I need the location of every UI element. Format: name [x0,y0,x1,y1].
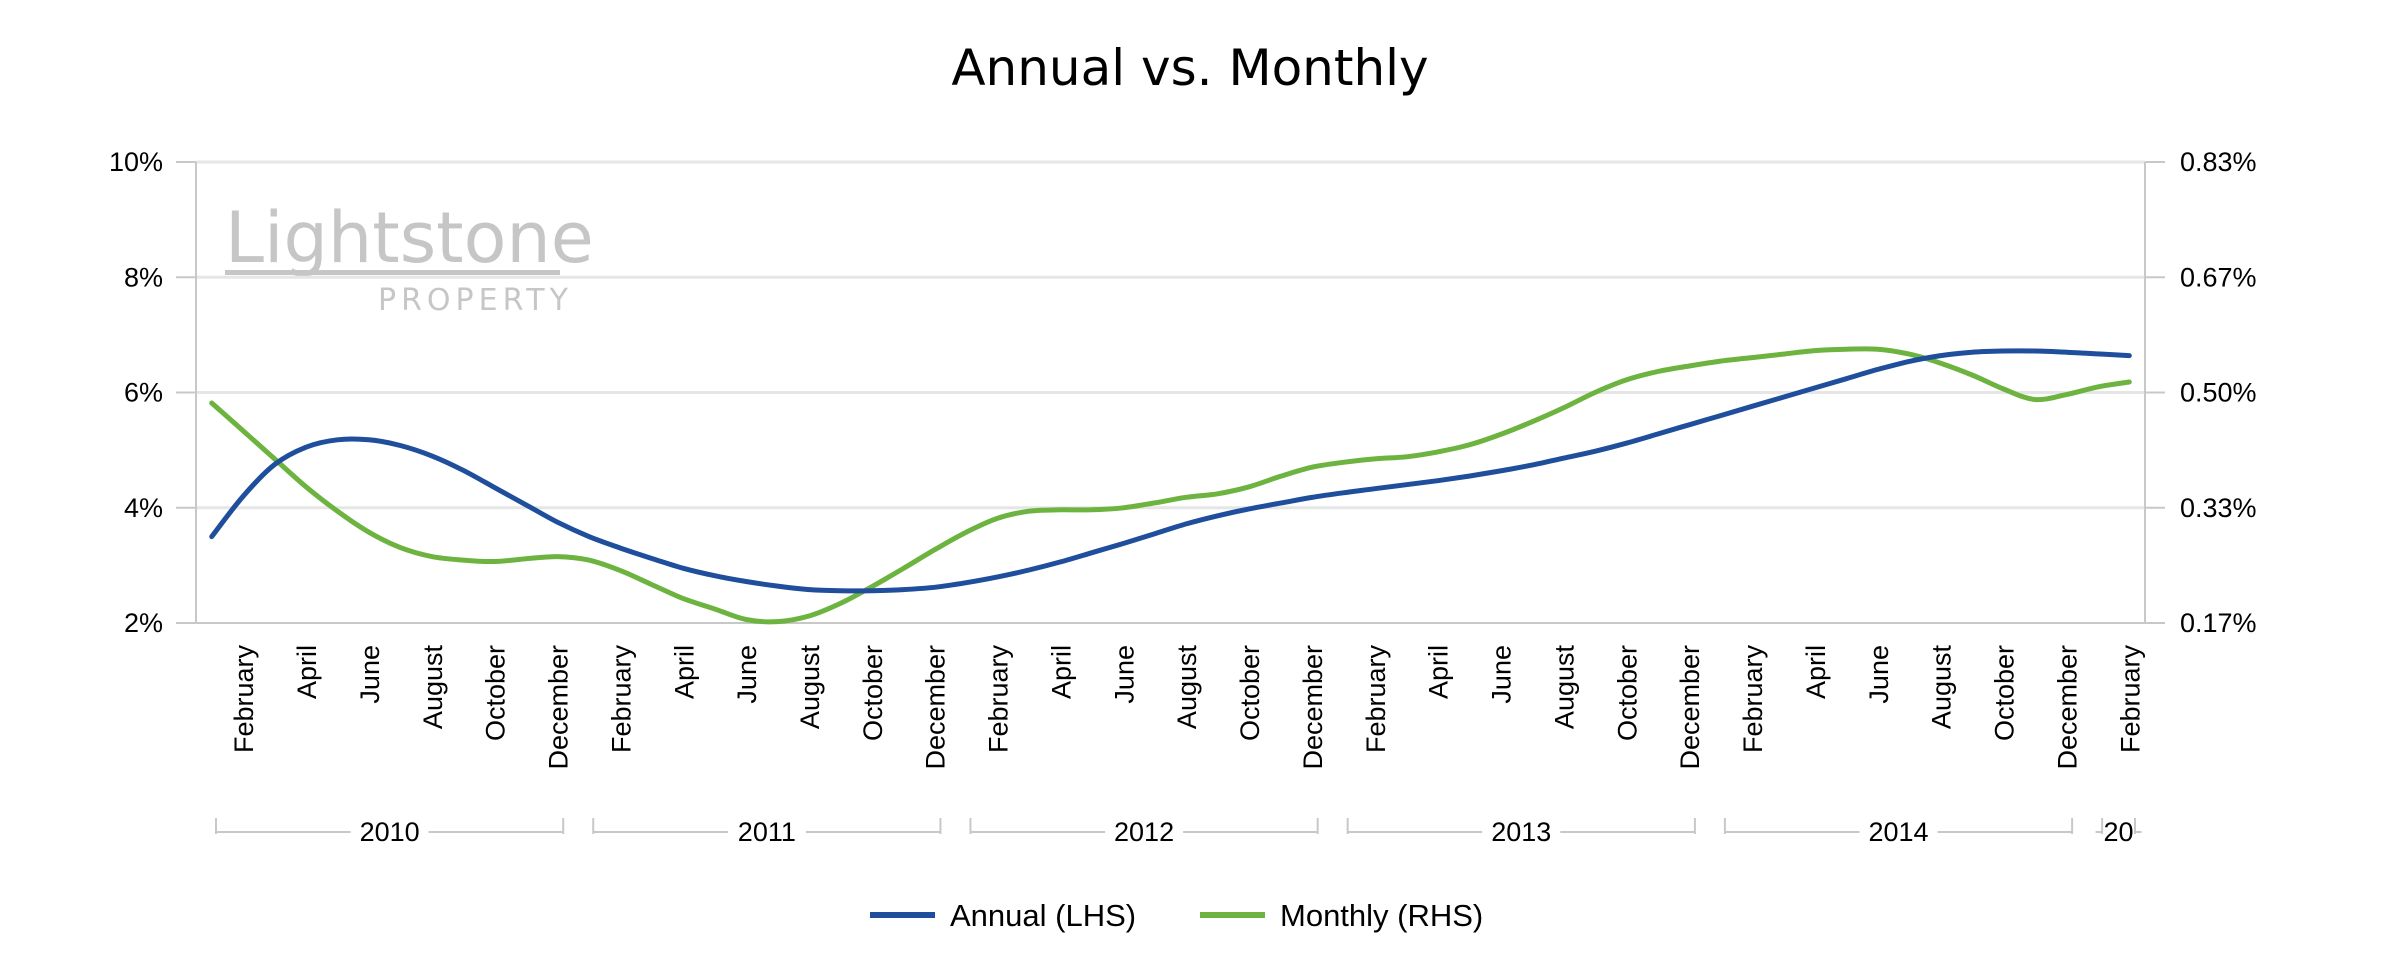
year-label: 2010 [360,817,420,847]
x-tick-label: February [606,645,636,754]
year-label: 2013 [1491,817,1551,847]
x-tick-label: August [418,645,448,730]
y-right-tick-label: 0.67% [2180,262,2257,292]
watermark-brand: Lightstone [225,197,594,279]
year-label: 2012 [1114,817,1174,847]
chart-title: Annual vs. Monthly [951,39,1428,97]
x-tick-label: October [1990,645,2020,741]
x-tick-label: August [795,645,825,730]
x-tick-label: June [1864,645,1894,704]
x-tick-label: February [229,645,259,754]
x-tick-label: October [481,645,511,741]
year-label: 20 [2104,817,2134,847]
gridlines [196,160,2145,510]
x-tick-label: April [1801,645,1831,699]
year-label: 2011 [738,817,796,847]
x-tick-label: June [1487,645,1517,704]
x-tick-label: December [1675,645,1705,770]
x-tick-label: August [1549,645,1579,730]
x-tick-label: April [1046,645,1076,699]
x-tick-label: February [984,645,1014,754]
legend-label: Monthly (RHS) [1280,898,1483,933]
x-tick-label: October [858,645,888,741]
x-tick-label: December [544,645,574,770]
y-left-tick-label: 6% [124,378,163,408]
y-axis-left-labels: 2% 4% 6% 8% 10% [109,147,163,638]
y-right-tick-label: 0.17% [2180,608,2257,638]
watermark-underline [225,270,560,275]
x-tick-label: October [1612,645,1642,741]
x-tick-label: February [2115,645,2145,754]
y-left-tick-label: 10% [109,147,163,177]
x-axis-month-labels: February April June August October December Fe… [229,645,2145,770]
legend: Annual (LHS) Monthly (RHS) [870,898,1483,933]
y-right-tick-label: 0.33% [2180,493,2257,523]
series-line-annual-lhs [209,348,2132,594]
x-tick-label: August [1927,645,1957,730]
x-tick-label: April [292,645,322,699]
x-tick-label: February [1361,645,1391,754]
x-tick-label: December [921,645,951,770]
watermark-sub: PROPERTY [378,283,573,318]
x-tick-label: February [1738,645,1768,754]
x-axis-year-labels: 2010 2011 2012 2013 2014 20 [215,817,2142,847]
y-left-tick-label: 8% [124,262,163,292]
axes [176,161,2165,624]
watermark: Lightstone PROPERTY [225,197,594,318]
y-right-tick-label: 0.83% [2180,147,2257,177]
y-axis-right-labels: 0.17% 0.33% 0.50% 0.67% 0.83% [2180,147,2257,638]
x-tick-label: June [355,645,385,704]
legend-label: Annual (LHS) [950,898,1136,933]
x-tick-label: December [1298,645,1328,770]
y-right-tick-label: 0.50% [2180,378,2257,408]
x-tick-label: December [2052,645,2082,770]
x-tick-label: April [669,645,699,699]
x-tick-label: August [1172,645,1202,730]
x-tick-label: April [1424,645,1454,699]
x-tick-label: June [732,645,762,704]
series-lines [209,346,2132,625]
x-tick-label: October [1235,645,1265,741]
series-line-monthly-rhs [209,346,2132,625]
x-tick-label: June [1109,645,1139,704]
y-left-tick-label: 2% [124,608,163,638]
year-label: 2014 [1868,817,1928,847]
y-left-tick-label: 4% [124,493,163,523]
